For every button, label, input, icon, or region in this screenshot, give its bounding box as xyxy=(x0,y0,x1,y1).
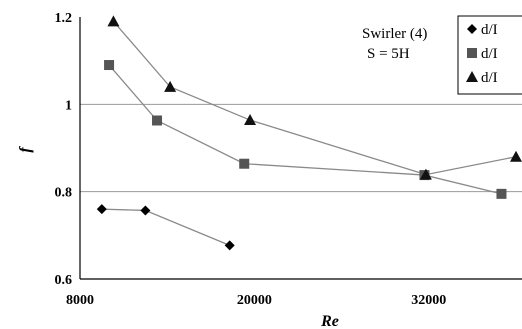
y-tick-label: 0.6 xyxy=(55,273,73,288)
x-axis-label: Re xyxy=(320,313,339,329)
data-point-triangle xyxy=(164,80,177,92)
y-axis-label: f xyxy=(17,146,34,153)
x-tick-label: 32000 xyxy=(411,293,446,308)
data-point-square xyxy=(496,188,507,199)
legend-marker-square xyxy=(467,48,477,58)
data-point-diamond xyxy=(140,205,151,216)
y-tick-label: 0.8 xyxy=(55,186,73,201)
data-point-square xyxy=(104,60,115,71)
data-point-diamond xyxy=(96,204,107,215)
series-lines xyxy=(101,20,517,246)
series-markers xyxy=(96,15,522,251)
legend-marker-diamond xyxy=(467,24,477,34)
data-point-triangle xyxy=(244,114,257,126)
data-point-square xyxy=(239,158,250,169)
data-point-triangle xyxy=(107,15,120,27)
data-point-triangle xyxy=(419,168,432,180)
legend-label: d/I xyxy=(481,22,498,38)
y-tick-label: 1.2 xyxy=(55,11,73,26)
y-tick-label: 1 xyxy=(65,98,72,113)
x-tick-label: 20000 xyxy=(237,293,272,308)
gridlines xyxy=(80,103,522,193)
series-line-diamond xyxy=(101,208,230,246)
legend-label: d/I xyxy=(481,46,498,62)
data-point-diamond xyxy=(224,240,235,251)
data-point-square xyxy=(152,115,163,126)
series-line-triangle xyxy=(112,20,517,176)
annotation-spacing: S = 5H xyxy=(367,46,410,62)
legend-marker-triangle xyxy=(466,71,478,82)
legend-label: d/I xyxy=(481,70,498,86)
annotation-swirler: Swirler (4) xyxy=(362,26,427,42)
legend: d/I d/I d/I xyxy=(457,15,522,95)
x-tick-label: 8000 xyxy=(66,293,94,308)
data-point-triangle xyxy=(510,150,522,162)
axes: 0.6 0.8 1 1.2 8000 20000 32000 xyxy=(55,11,522,308)
